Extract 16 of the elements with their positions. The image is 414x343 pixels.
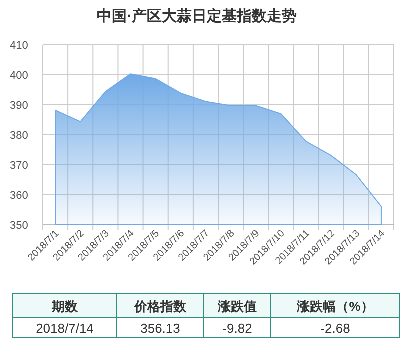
text: 价格指数 [134,299,188,314]
text: 期数 [51,299,79,314]
y-tick-label: 360 [10,190,28,202]
text: 356.13 [140,321,180,336]
text: 2018/7/14 [36,321,94,336]
text: 涨跌值 [217,299,257,314]
y-tick-label: 380 [10,130,28,142]
y-tick-label: 410 [10,40,28,52]
text: -9.82 [222,321,252,336]
y-tick-label: 390 [10,100,28,112]
y-tick-label: 350 [10,220,28,232]
chart-title: 中国·产区大蒜日定基指数走势 [97,7,297,25]
y-tick-label: 400 [10,70,28,82]
y-tick-label: 370 [10,160,28,172]
text: -2.68 [320,321,350,336]
text: 涨跌幅（%） [296,299,374,314]
